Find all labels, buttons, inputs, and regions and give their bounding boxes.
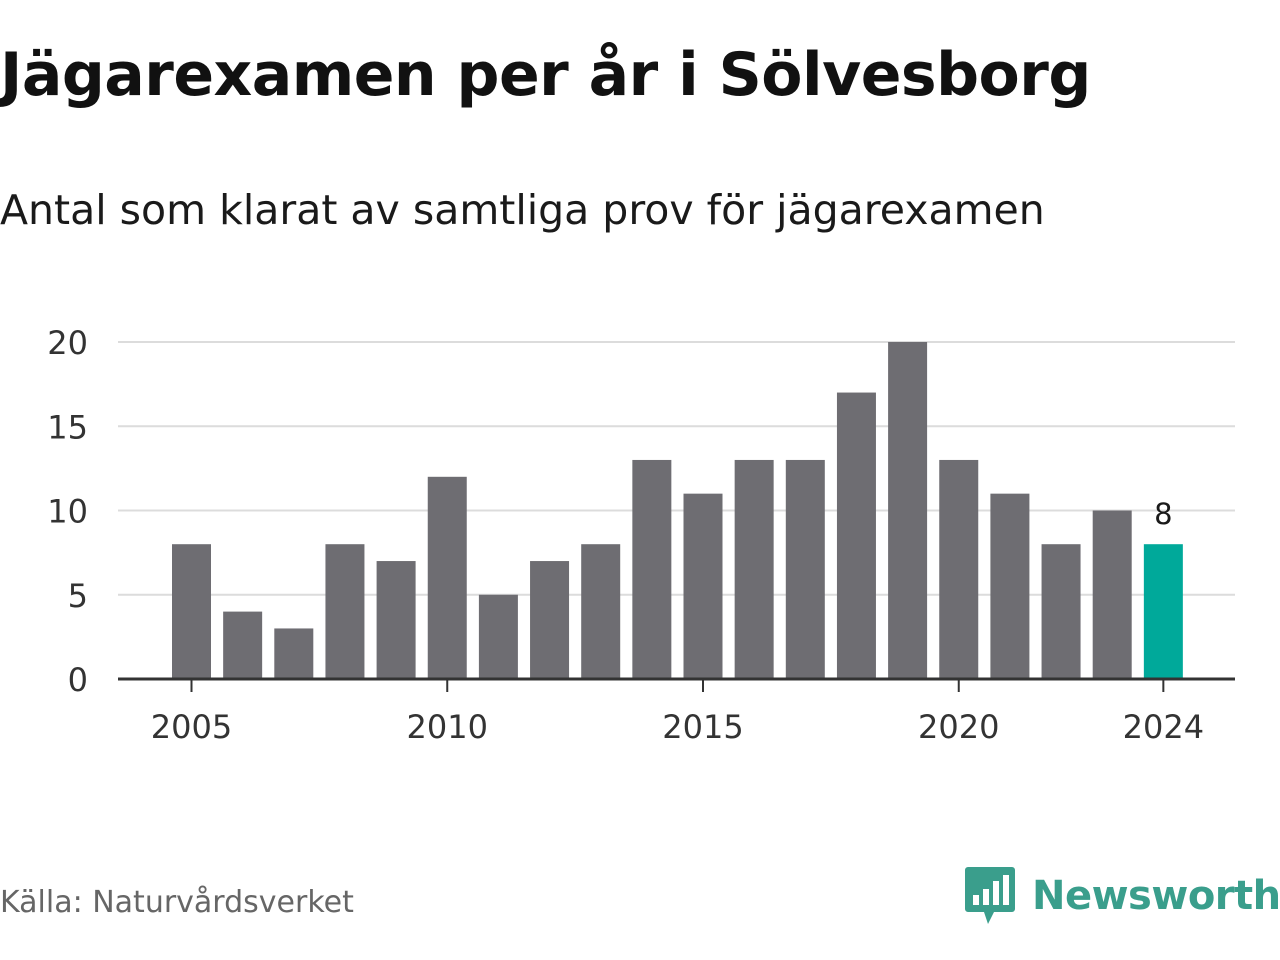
bar-2012 xyxy=(530,561,570,679)
bar-2019 xyxy=(888,342,928,679)
bar-2016 xyxy=(734,459,774,679)
bar-2007 xyxy=(274,628,314,679)
chart-subtitle: Antal som klarat av samtliga prov för jä… xyxy=(0,186,1045,234)
y-tick-label: 15 xyxy=(47,408,88,446)
bar-2017 xyxy=(785,459,825,679)
y-tick-label: 10 xyxy=(47,493,88,531)
bar-2015 xyxy=(683,493,723,679)
bar-2008 xyxy=(325,544,365,679)
bar-2011 xyxy=(478,594,518,679)
bar-2009 xyxy=(376,561,416,679)
bar-2021 xyxy=(990,493,1030,679)
bar-2005 xyxy=(172,544,211,679)
bar-2010 xyxy=(427,476,467,679)
x-tick-label: 2010 xyxy=(407,708,488,746)
x-tick-label: 2015 xyxy=(662,708,743,746)
x-tick-label: 2020 xyxy=(918,708,999,746)
bar-2018 xyxy=(836,392,876,679)
bars xyxy=(172,342,1183,679)
data-label-2024: 8 xyxy=(1154,497,1172,531)
brand-name: Newsworthy xyxy=(1032,873,1280,919)
newsworthy-logo-icon xyxy=(965,867,1015,924)
bar-2023 xyxy=(1092,510,1132,679)
bar-2014 xyxy=(632,459,672,679)
bar-2013 xyxy=(581,544,621,679)
x-tick-label: 2024 xyxy=(1123,708,1204,746)
bar-2006 xyxy=(223,611,263,679)
brand-logo: Newsworthy xyxy=(964,864,1280,928)
bar-2022 xyxy=(1041,544,1081,679)
axes xyxy=(118,677,1235,692)
bar-2024 xyxy=(1143,544,1183,679)
labels: 0 5 10 15 20 2005 2010 2015 2020 2024 8 xyxy=(47,324,1204,746)
page-title: Jägarexamen per år i Sölvesborg xyxy=(0,40,1091,110)
bar-2020 xyxy=(939,459,979,679)
x-tick-label: 2005 xyxy=(151,708,232,746)
source-note: Källa: Naturvårdsverket xyxy=(0,885,354,920)
y-tick-label: 0 xyxy=(68,661,88,699)
y-tick-label: 5 xyxy=(68,577,88,615)
y-tick-label: 20 xyxy=(47,324,88,362)
